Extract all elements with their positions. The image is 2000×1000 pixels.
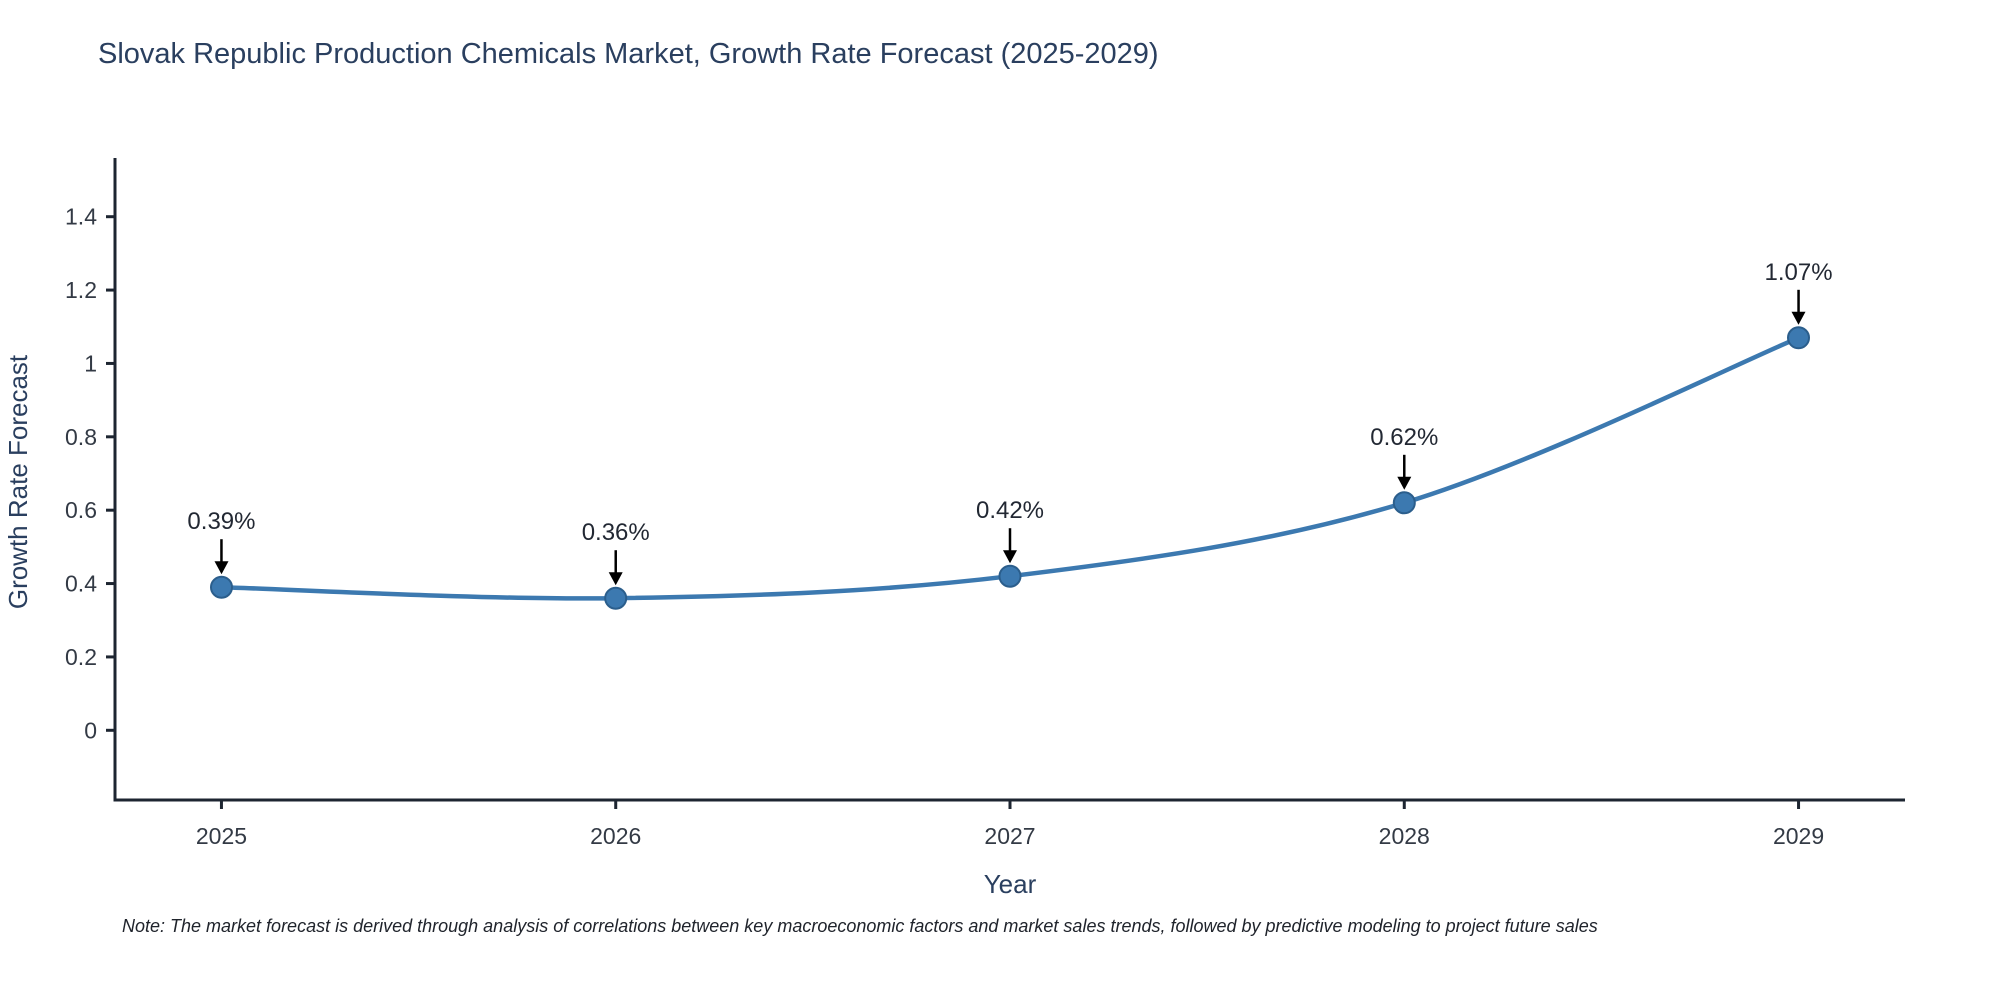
point-value-label: 0.36% <box>582 519 650 546</box>
y-tick-label: 1.4 <box>65 204 97 230</box>
y-tick-label: 0.4 <box>65 571 97 597</box>
annotation-layer: 0.39% 0.36% 0.42% 0.62% 1.07% <box>187 259 1833 586</box>
data-point-marker <box>1392 491 1416 515</box>
axis-spines <box>113 158 1905 802</box>
annotation-arrow-head <box>608 572 623 586</box>
data-point-marker <box>604 586 628 610</box>
y-tick-label: 0 <box>84 717 97 743</box>
y-tick-label: 0.6 <box>65 497 97 523</box>
axes-layer: 0 0.2 0.4 0.6 0.8 1 1.2 1.4 2025 2026 2027 2028 2029 <box>65 158 1905 849</box>
footnote: Note: The market forecast is derived thr… <box>122 916 1598 936</box>
y-axis-title: Growth Rate Forecast <box>3 354 33 609</box>
data-point-marker <box>998 564 1022 588</box>
x-tick-label: 2029 <box>1773 823 1824 849</box>
x-axis-title: Year <box>984 869 1037 899</box>
annotation-arrow-head <box>214 561 229 575</box>
annotation-arrow-head <box>1397 476 1412 490</box>
y-tick-label: 0.8 <box>65 424 97 450</box>
y-tick-label: 1 <box>84 350 97 376</box>
x-tick-label: 2026 <box>590 823 641 849</box>
y-tick-label: 0.2 <box>65 644 97 670</box>
data-point-marker <box>1787 326 1810 350</box>
point-value-label: 0.42% <box>976 497 1044 524</box>
y-tick-label: 1.2 <box>65 277 97 303</box>
series-layer <box>210 326 1810 610</box>
x-tick-label: 2028 <box>1379 823 1430 849</box>
point-value-label: 0.39% <box>187 508 255 535</box>
chart-title: Slovak Republic Production Chemicals Mar… <box>98 38 1159 70</box>
point-value-label: 0.62% <box>1370 424 1438 451</box>
point-value-label: 1.07% <box>1765 259 1833 286</box>
annotation-arrow-head <box>1791 311 1806 325</box>
x-tick-label: 2025 <box>196 823 247 849</box>
x-tick-label: 2027 <box>984 823 1035 849</box>
annotation-arrow-head <box>1003 550 1017 564</box>
data-point-marker <box>210 575 233 599</box>
